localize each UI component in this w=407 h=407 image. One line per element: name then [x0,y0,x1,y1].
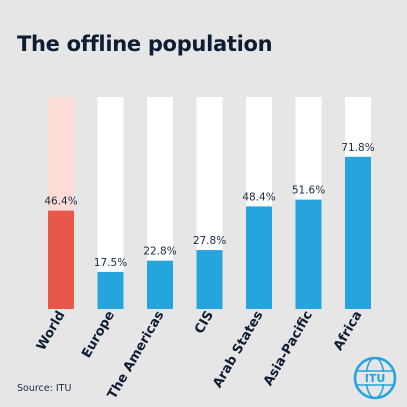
chart-title: The offline population [17,32,273,56]
category-label-europe: Europe [79,308,118,360]
bar-asia-pacific [295,199,322,309]
value-label-the-americas: 22.8% [143,246,176,258]
category-label-the-americas: The Americas [105,308,168,401]
source-label: Source: ITU [17,383,72,394]
value-label-arab-states: 48.4% [242,191,275,203]
bar-cis [196,250,223,309]
bar-arab-states [246,206,272,309]
bar-the-americas [147,260,173,309]
category-label-arab-states: Arab States [210,308,266,390]
category-label-asia-pacific: Asia-Pacific [261,309,316,389]
bar-europe [97,271,124,309]
itu-logo-text: ITU [365,372,386,385]
value-label-europe: 17.5% [94,257,127,269]
bar-world [48,210,74,309]
category-label-cis: CIS [192,309,217,337]
bar-africa [345,156,371,309]
category-label-world: World [34,309,68,354]
value-label-cis: 27.8% [193,235,226,247]
value-label-world: 46.4% [44,196,77,208]
value-label-africa: 71.8% [341,142,374,154]
category-label-africa: Africa [331,309,366,354]
value-label-asia-pacific: 51.6% [292,185,325,197]
itu-logo: ITU [353,356,397,400]
